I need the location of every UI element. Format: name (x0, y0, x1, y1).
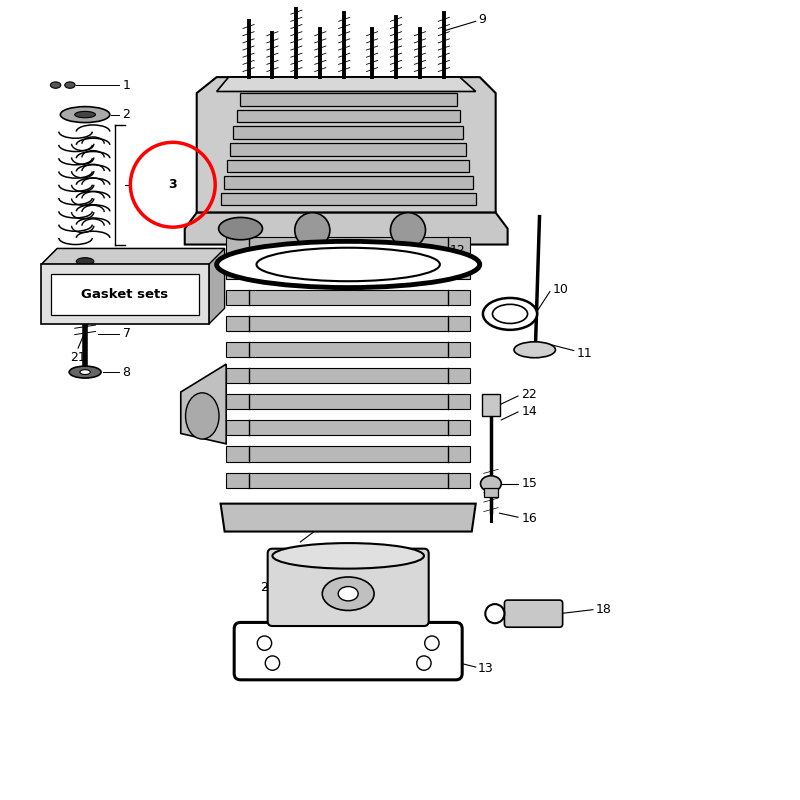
Text: 14: 14 (521, 406, 537, 418)
Ellipse shape (76, 258, 94, 265)
Text: 15: 15 (521, 478, 537, 490)
Polygon shape (181, 364, 226, 444)
FancyBboxPatch shape (234, 126, 463, 139)
Ellipse shape (218, 218, 262, 240)
FancyBboxPatch shape (226, 342, 470, 357)
Text: 10: 10 (553, 283, 569, 297)
Ellipse shape (338, 586, 358, 601)
FancyBboxPatch shape (226, 290, 470, 305)
FancyBboxPatch shape (226, 446, 470, 462)
FancyBboxPatch shape (226, 316, 470, 331)
FancyBboxPatch shape (226, 420, 470, 435)
Text: 12: 12 (450, 244, 465, 257)
Text: 6: 6 (122, 286, 130, 300)
Text: 21: 21 (70, 351, 86, 364)
Text: 1: 1 (122, 78, 130, 91)
Ellipse shape (65, 82, 75, 88)
FancyBboxPatch shape (42, 265, 209, 324)
FancyBboxPatch shape (230, 143, 466, 156)
Polygon shape (217, 77, 476, 91)
Polygon shape (42, 249, 225, 324)
Ellipse shape (493, 304, 527, 323)
FancyBboxPatch shape (505, 600, 562, 627)
Text: 2: 2 (122, 108, 130, 121)
FancyBboxPatch shape (226, 473, 470, 488)
Ellipse shape (257, 248, 440, 282)
FancyBboxPatch shape (51, 274, 199, 314)
FancyBboxPatch shape (484, 488, 498, 498)
Circle shape (294, 213, 330, 248)
Polygon shape (42, 249, 225, 265)
Text: 20: 20 (261, 581, 277, 594)
FancyBboxPatch shape (227, 159, 470, 172)
FancyBboxPatch shape (482, 394, 500, 416)
Text: Gasket sets: Gasket sets (82, 288, 169, 301)
Ellipse shape (273, 543, 424, 569)
FancyBboxPatch shape (234, 622, 462, 680)
Ellipse shape (217, 242, 480, 287)
Text: 3: 3 (169, 178, 177, 191)
Ellipse shape (514, 342, 555, 358)
FancyBboxPatch shape (226, 238, 470, 253)
FancyBboxPatch shape (268, 549, 429, 626)
FancyBboxPatch shape (226, 263, 470, 278)
Text: 13: 13 (478, 662, 494, 675)
Polygon shape (221, 504, 476, 531)
FancyBboxPatch shape (240, 93, 457, 106)
Text: 22: 22 (521, 388, 537, 401)
Text: 11: 11 (577, 347, 593, 360)
Polygon shape (197, 77, 496, 213)
Circle shape (390, 213, 426, 248)
Ellipse shape (70, 284, 99, 302)
Circle shape (425, 636, 439, 650)
Circle shape (417, 656, 431, 670)
Text: 5: 5 (122, 254, 130, 268)
FancyBboxPatch shape (226, 394, 470, 410)
Circle shape (258, 636, 272, 650)
Text: 19: 19 (287, 548, 302, 562)
Polygon shape (185, 213, 508, 245)
FancyBboxPatch shape (226, 368, 470, 383)
Ellipse shape (186, 393, 219, 439)
Ellipse shape (74, 111, 95, 118)
FancyBboxPatch shape (224, 176, 473, 189)
Ellipse shape (80, 370, 90, 374)
FancyBboxPatch shape (221, 193, 476, 206)
Ellipse shape (322, 577, 374, 610)
Circle shape (266, 656, 280, 670)
Ellipse shape (62, 253, 108, 270)
Text: 8: 8 (122, 366, 130, 378)
Text: 9: 9 (478, 14, 486, 26)
Ellipse shape (483, 298, 537, 330)
Circle shape (486, 604, 505, 623)
Ellipse shape (60, 106, 110, 122)
Text: 18: 18 (595, 603, 611, 616)
Ellipse shape (50, 82, 61, 88)
FancyBboxPatch shape (237, 110, 460, 122)
Ellipse shape (69, 366, 101, 378)
Text: 16: 16 (521, 512, 537, 526)
Text: 7: 7 (122, 327, 130, 340)
Ellipse shape (481, 476, 502, 492)
